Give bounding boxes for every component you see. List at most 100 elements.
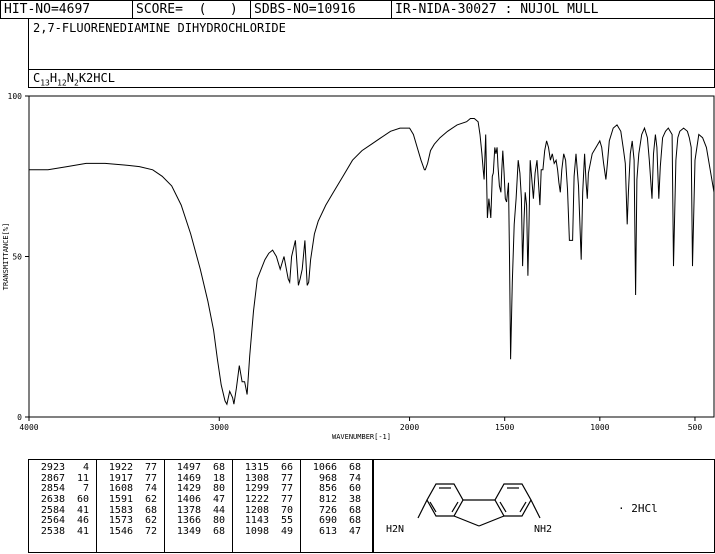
peak-row: 1429 80 xyxy=(165,484,232,495)
peak-wavenumber: 1308 xyxy=(244,472,269,484)
peak-wavenumber: 1573 xyxy=(108,515,133,527)
peak-wavenumber: 690 xyxy=(318,515,337,527)
peak-wavenumber: 2538 xyxy=(40,526,65,538)
peak-wavenumber: 1583 xyxy=(108,504,133,516)
peak-row: 1349 68 xyxy=(165,526,232,538)
peak-wavenumber: 726 xyxy=(318,504,337,516)
peak-transmittance: 47 xyxy=(212,494,225,506)
score: SCORE= ( ) xyxy=(133,1,251,19)
peak-row: 1378 44 xyxy=(165,504,232,517)
formula-part: 13 xyxy=(40,78,50,88)
left-ring xyxy=(426,483,464,517)
peak-transmittance: 80 xyxy=(212,483,225,495)
peak-wavenumber: 1546 xyxy=(108,526,133,538)
y-axis-label: TRANSMITTANCE[%] xyxy=(2,223,10,290)
peak-column: 1066 68 968 74 856 60 812 38 726 68 690 68 613 47 xyxy=(301,460,374,552)
peak-wavenumber: 1922 xyxy=(108,462,133,473)
peak-row: 1591 62 xyxy=(97,494,164,506)
formula-part: C xyxy=(33,71,41,85)
peak-column: 2923 4 2867 11 2854 7 2638 60 2584 41 2564 46 2538 41 xyxy=(29,460,97,552)
peak-row: 726 68 xyxy=(301,504,374,517)
peak-row: 690 68 xyxy=(301,516,374,527)
peak-transmittance: 4 xyxy=(82,462,89,473)
peak-transmittance: 7 xyxy=(82,483,89,495)
peak-row: 1098 49 xyxy=(233,526,300,538)
peak-row: 812 38 xyxy=(301,494,374,506)
peak-transmittance: 62 xyxy=(144,515,157,527)
structure-box: H2N NH2 · 2HCl xyxy=(373,459,715,553)
amine-left-label: H2N xyxy=(386,524,404,535)
peak-transmittance: 47 xyxy=(348,526,361,538)
peak-wavenumber: 1366 xyxy=(176,515,201,527)
peak-wavenumber: 1591 xyxy=(108,494,133,506)
y-tick-label: 50 xyxy=(12,253,22,262)
peak-transmittance: 77 xyxy=(280,472,293,484)
formula-part: K2HCL xyxy=(78,71,115,85)
peak-transmittance: 18 xyxy=(212,472,225,484)
peak-row: 2867 11 xyxy=(29,473,96,485)
peak-row: 1208 70 xyxy=(233,505,300,517)
peak-wavenumber: 1098 xyxy=(244,526,269,538)
peak-wavenumber: 1406 xyxy=(176,494,201,506)
formula-part: N xyxy=(66,71,74,85)
x-axis-label: WAVENUMBER[-1] xyxy=(332,433,391,441)
peak-row: 1469 18 xyxy=(165,472,232,485)
right-ring xyxy=(494,483,532,517)
peak-table: 2923 4 2867 11 2854 7 2638 60 2584 41 2564 46 2538 41… xyxy=(29,460,374,554)
peak-transmittance: 72 xyxy=(144,526,157,538)
peak-wavenumber: 2638 xyxy=(40,494,65,506)
peak-row: 1308 77 xyxy=(233,472,300,485)
x-tick-label: 500 xyxy=(688,423,703,432)
ir-spectrum-chart: 4000 3000 2000 1500 1000 500 0 50 100 WAVENUMBER[… xyxy=(2,92,715,441)
peak-row: 968 74 xyxy=(301,473,374,485)
peak-transmittance: 38 xyxy=(348,494,361,506)
peak-wavenumber: 1143 xyxy=(244,515,269,527)
y-tick-label: 0 xyxy=(17,413,22,422)
formula-part: 12 xyxy=(57,78,67,88)
peak-row: 1315 66 xyxy=(233,462,300,474)
peak-wavenumber: 1349 xyxy=(176,526,201,538)
peak-row: 1406 47 xyxy=(165,494,232,506)
structure-diagram: H2N NH2 · 2HCl xyxy=(386,483,658,535)
peak-transmittance: 68 xyxy=(348,515,361,527)
peak-wavenumber: 613 xyxy=(318,526,337,538)
peak-row: 1546 72 xyxy=(97,526,164,538)
peak-wavenumber: 1469 xyxy=(176,472,201,484)
peak-transmittance: 74 xyxy=(144,483,157,495)
peak-row: 1299 77 xyxy=(233,484,300,495)
y-tick-label: 100 xyxy=(8,92,23,101)
peak-transmittance: 44 xyxy=(212,504,225,516)
peak-transmittance: 41 xyxy=(76,526,89,538)
peak-transmittance: 77 xyxy=(144,472,157,484)
peak-transmittance: 60 xyxy=(348,483,361,495)
peak-transmittance: 77 xyxy=(280,483,293,495)
peak-wavenumber: 1429 xyxy=(176,483,201,495)
peak-transmittance: 77 xyxy=(280,494,293,506)
peak-wavenumber: 1299 xyxy=(244,483,269,495)
peak-row: 1608 74 xyxy=(97,484,164,495)
peak-transmittance: 68 xyxy=(212,526,225,538)
peak-row: 1066 68 xyxy=(301,462,374,474)
peak-column: 1922 77 1917 77 1608 74 1591 62 1583 68 1573 62 1546… xyxy=(97,460,165,552)
amine-right-label: NH2 xyxy=(534,524,552,535)
peak-transmittance: 68 xyxy=(212,462,225,473)
peak-transmittance: 68 xyxy=(348,462,361,473)
peak-transmittance: 46 xyxy=(76,515,89,527)
x-tick-label: 3000 xyxy=(210,423,229,432)
peak-row: 2638 60 xyxy=(29,494,96,506)
peak-wavenumber: 2584 xyxy=(40,504,65,516)
peak-wavenumber: 2854 xyxy=(40,483,65,495)
spectrum-line xyxy=(29,118,715,406)
peak-row: 2923 4 xyxy=(29,462,96,474)
peak-wavenumber: 1066 xyxy=(312,462,337,473)
compound-name: 2,7-FLUORENEDIAMINE DIHYDROCHLORIDE xyxy=(33,21,286,35)
sdbs-no: SDBS-NO=10916 xyxy=(251,1,392,19)
peak-wavenumber: 1378 xyxy=(176,504,201,516)
peak-wavenumber: 1222 xyxy=(244,494,269,506)
peak-row: 1222 77 xyxy=(233,494,300,506)
peak-wavenumber: 2564 xyxy=(40,515,65,527)
peak-wavenumber: 2923 xyxy=(40,462,65,473)
x-tick-label: 4000 xyxy=(19,423,38,432)
peak-row: 1143 55 xyxy=(233,516,300,527)
peak-row: 1366 80 xyxy=(165,516,232,527)
